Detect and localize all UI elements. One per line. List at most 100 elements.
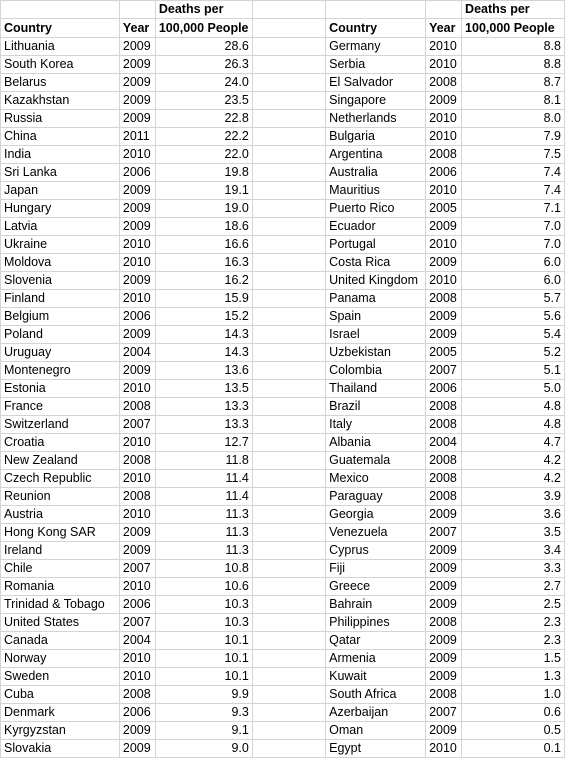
year-cell[interactable]: 2008 [425,613,463,632]
deaths-cell[interactable]: 16.6 [154,235,253,254]
year-cell[interactable]: 2009 [118,523,156,542]
country-cell[interactable]: New Zealand [0,451,120,470]
deaths-cell[interactable]: 2.5 [461,595,565,614]
empty-cell[interactable] [251,415,327,434]
country-cell[interactable]: Finland [0,289,120,308]
year-cell[interactable]: 2010 [118,235,156,254]
year-cell[interactable]: 2004 [118,343,156,362]
deaths-cell[interactable]: 9.0 [154,739,253,758]
year-cell[interactable]: 2009 [425,217,463,236]
deaths-cell[interactable]: 26.3 [154,55,253,74]
year-cell[interactable]: 2006 [118,595,156,614]
year-cell[interactable]: 2009 [118,739,156,758]
deaths-cell[interactable]: 7.5 [461,145,565,164]
deaths-cell[interactable]: 8.0 [461,109,565,128]
country-cell[interactable]: Brazil [325,397,427,416]
year-cell[interactable]: 2010 [118,379,156,398]
empty-cell[interactable] [251,523,327,542]
country-cell[interactable]: Colombia [325,361,427,380]
country-cell[interactable]: Albania [325,433,427,452]
deaths-cell[interactable]: 12.7 [154,433,253,452]
country-cell[interactable]: Oman [325,721,427,740]
header-cell-empty[interactable] [425,0,463,19]
deaths-cell[interactable]: 8.7 [461,73,565,92]
deaths-cell[interactable]: 11.3 [154,523,253,542]
year-cell[interactable]: 2009 [118,37,156,56]
year-cell[interactable]: 2009 [425,649,463,668]
deaths-cell[interactable]: 23.5 [154,91,253,110]
deaths-cell[interactable]: 10.3 [154,613,253,632]
deaths-cell[interactable]: 5.1 [461,361,565,380]
year-cell[interactable]: 2010 [425,235,463,254]
empty-cell[interactable] [251,721,327,740]
country-cell[interactable]: Cyprus [325,541,427,560]
country-cell[interactable]: France [0,397,120,416]
year-cell[interactable]: 2009 [425,505,463,524]
country-cell[interactable]: Kazakhstan [0,91,120,110]
deaths-cell[interactable]: 4.8 [461,397,565,416]
deaths-cell[interactable]: 19.1 [154,181,253,200]
empty-cell[interactable] [251,649,327,668]
header-deaths-line2[interactable]: 100,000 People [154,18,253,38]
year-cell[interactable]: 2009 [118,55,156,74]
year-cell[interactable]: 2009 [118,181,156,200]
empty-cell[interactable] [251,271,327,290]
empty-cell[interactable] [251,595,327,614]
deaths-cell[interactable]: 6.0 [461,271,565,290]
deaths-cell[interactable]: 10.8 [154,559,253,578]
year-cell[interactable]: 2009 [425,721,463,740]
country-cell[interactable]: Sri Lanka [0,163,120,182]
empty-cell[interactable] [251,325,327,344]
deaths-cell[interactable]: 15.9 [154,289,253,308]
country-cell[interactable]: Ukraine [0,235,120,254]
country-cell[interactable]: Denmark [0,703,120,722]
deaths-cell[interactable]: 11.3 [154,505,253,524]
year-cell[interactable]: 2010 [118,433,156,452]
country-cell[interactable]: Norway [0,649,120,668]
country-cell[interactable]: Sweden [0,667,120,686]
deaths-cell[interactable]: 10.1 [154,649,253,668]
deaths-cell[interactable]: 7.0 [461,217,565,236]
empty-cell[interactable] [251,109,327,128]
country-cell[interactable]: Romania [0,577,120,596]
country-cell[interactable]: Australia [325,163,427,182]
deaths-cell[interactable]: 5.2 [461,343,565,362]
year-cell[interactable]: 2006 [118,163,156,182]
country-cell[interactable]: Netherlands [325,109,427,128]
year-cell[interactable]: 2006 [425,163,463,182]
country-cell[interactable]: Bahrain [325,595,427,614]
year-cell[interactable]: 2009 [118,721,156,740]
deaths-cell[interactable]: 15.2 [154,307,253,326]
country-cell[interactable]: Qatar [325,631,427,650]
deaths-cell[interactable]: 16.2 [154,271,253,290]
deaths-cell[interactable]: 3.5 [461,523,565,542]
year-cell[interactable]: 2007 [425,361,463,380]
country-cell[interactable]: Germany [325,37,427,56]
deaths-cell[interactable]: 8.8 [461,55,565,74]
year-cell[interactable]: 2004 [425,433,463,452]
deaths-cell[interactable]: 13.3 [154,415,253,434]
deaths-cell[interactable]: 1.5 [461,649,565,668]
country-cell[interactable]: Hungary [0,199,120,218]
year-cell[interactable]: 2009 [118,361,156,380]
year-cell[interactable]: 2010 [425,109,463,128]
year-cell[interactable]: 2010 [118,649,156,668]
year-cell[interactable]: 2008 [425,289,463,308]
year-cell[interactable]: 2008 [425,415,463,434]
country-cell[interactable]: Austria [0,505,120,524]
empty-cell[interactable] [251,487,327,506]
country-cell[interactable]: Cuba [0,685,120,704]
empty-cell[interactable] [251,559,327,578]
year-cell[interactable]: 2008 [118,397,156,416]
header-cell-empty[interactable] [251,0,327,19]
country-cell[interactable]: Slovenia [0,271,120,290]
country-cell[interactable]: El Salvador [325,73,427,92]
empty-cell[interactable] [251,91,327,110]
deaths-cell[interactable]: 9.1 [154,721,253,740]
year-cell[interactable]: 2005 [425,199,463,218]
country-cell[interactable]: Venezuela [325,523,427,542]
year-cell[interactable]: 2009 [425,595,463,614]
deaths-cell[interactable]: 10.6 [154,577,253,596]
deaths-cell[interactable]: 1.0 [461,685,565,704]
year-cell[interactable]: 2009 [118,217,156,236]
